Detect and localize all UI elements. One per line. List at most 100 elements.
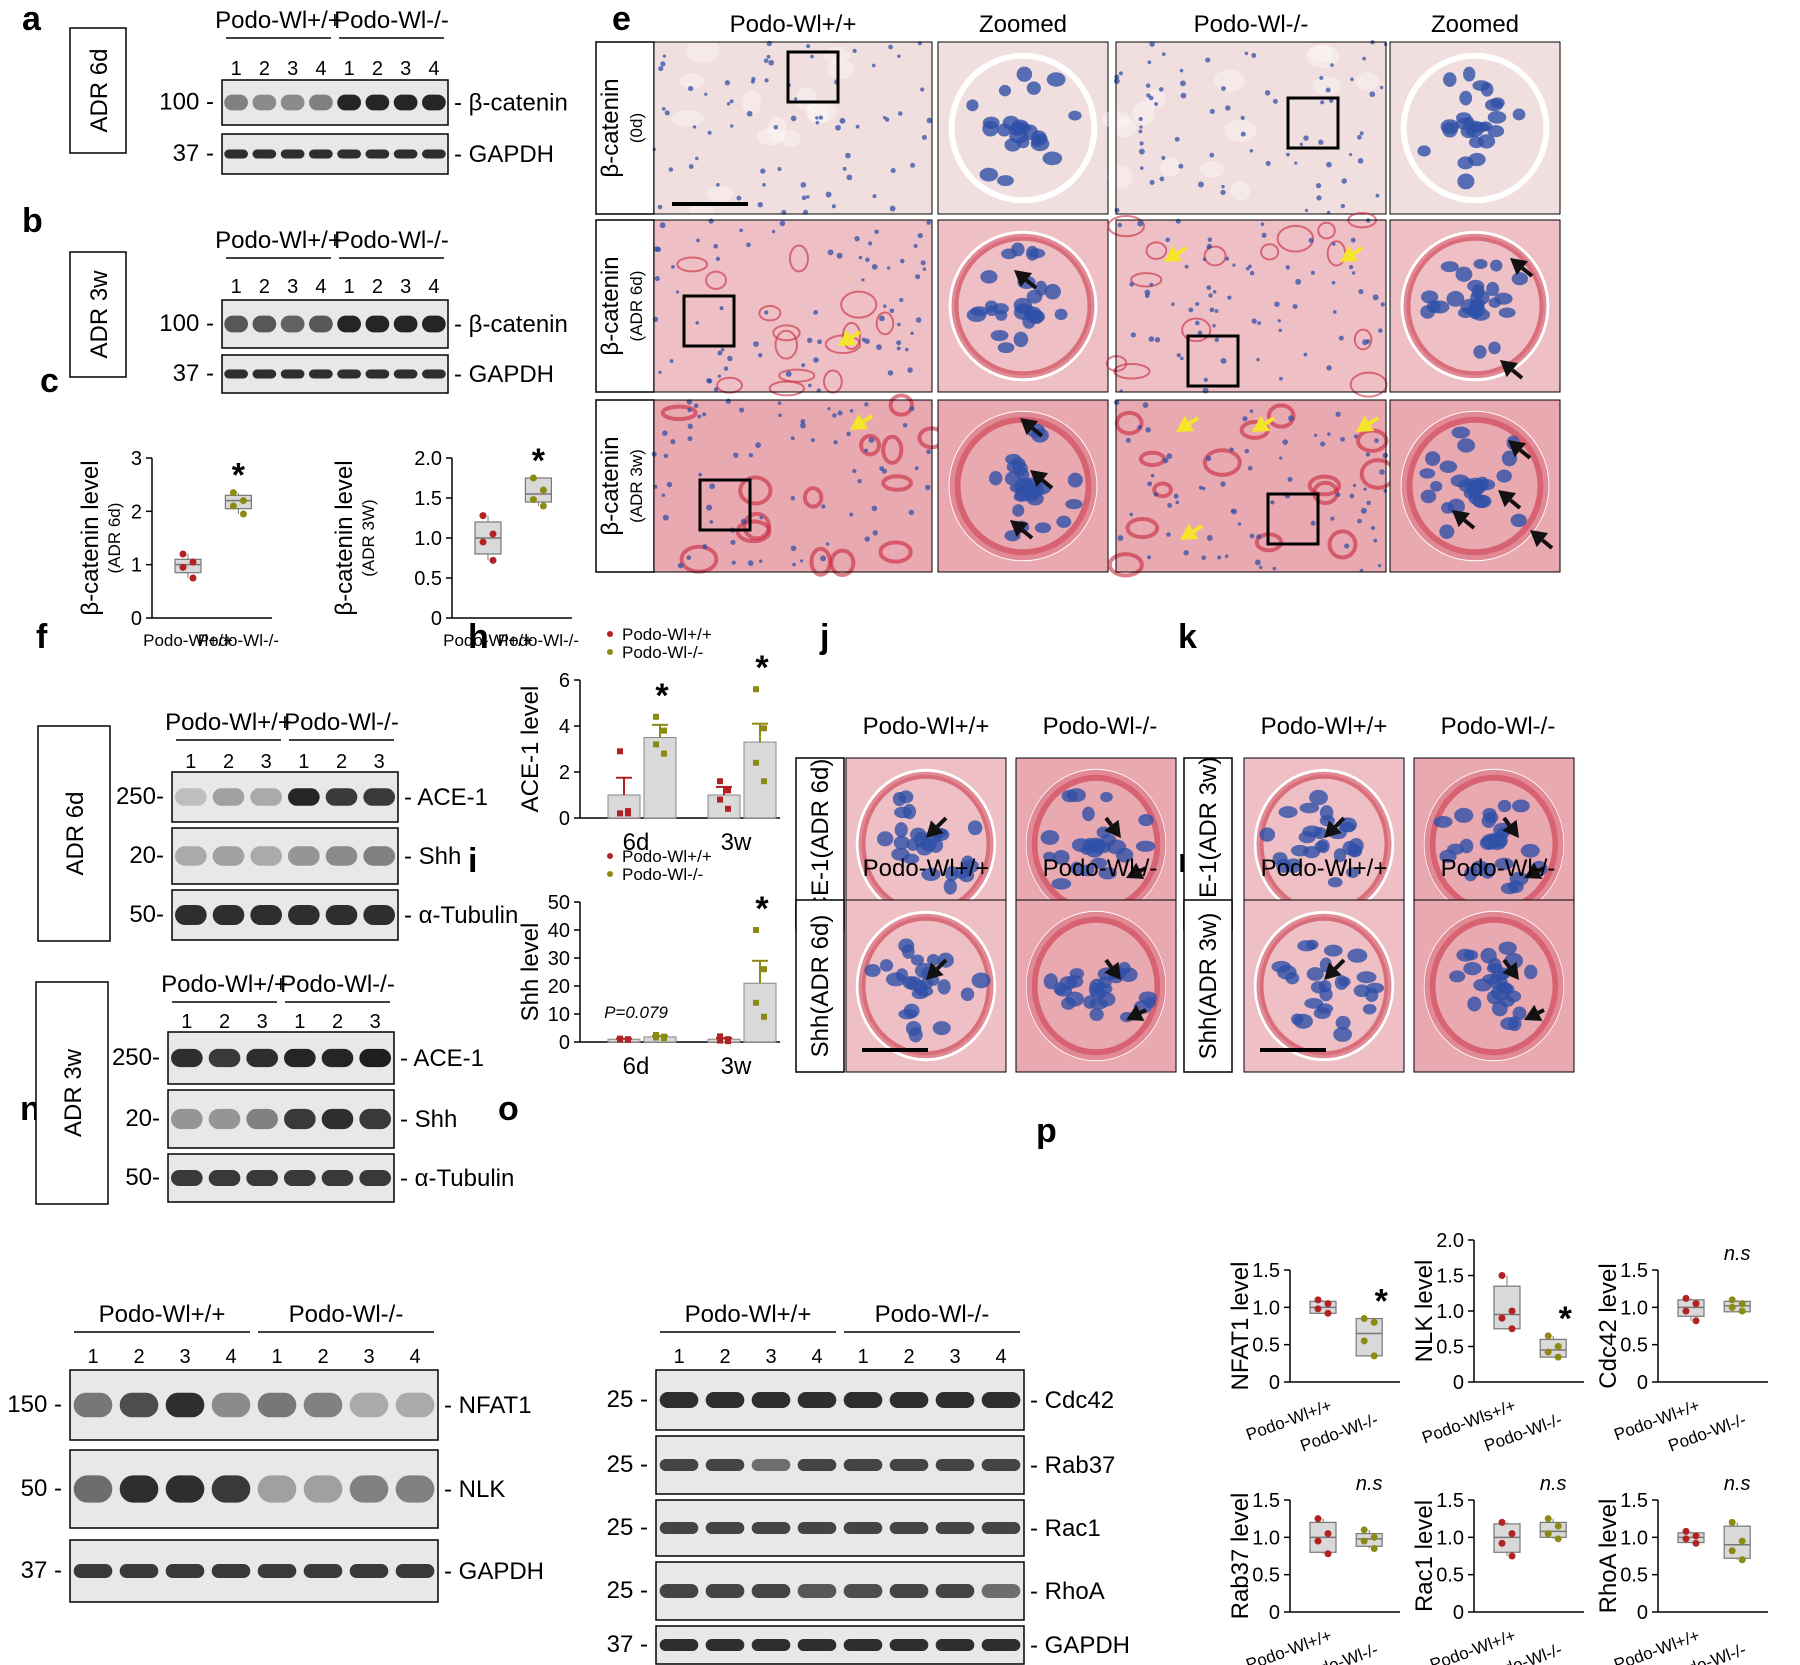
row-label-box	[1183, 899, 1233, 1073]
protein-band	[705, 1639, 745, 1651]
y-tick-label: 20	[548, 976, 570, 998]
y-tick-label: 2.0	[1436, 1230, 1464, 1252]
arrow-head	[1502, 819, 1519, 838]
protein-band	[422, 315, 446, 333]
nucleus	[815, 120, 820, 125]
nucleus	[1284, 858, 1303, 873]
protein-band	[395, 1475, 435, 1503]
column-header: Zoomed	[1431, 11, 1519, 38]
nucleus	[1302, 825, 1322, 838]
arrow-head	[1014, 270, 1033, 288]
nucleus	[1325, 87, 1331, 93]
y-axis-label: β-catenin level	[77, 460, 104, 615]
data-point	[1508, 1307, 1516, 1315]
nucleus	[1138, 129, 1143, 134]
nucleus	[1331, 280, 1336, 285]
zoom-inset-box	[1186, 334, 1240, 388]
bar	[607, 794, 641, 819]
nucleus	[1446, 290, 1465, 307]
arrow-shaft	[1333, 816, 1346, 829]
nucleus	[1270, 500, 1275, 505]
tubule	[778, 368, 816, 383]
nucleus	[1065, 991, 1085, 1007]
nucleus	[801, 195, 807, 201]
row-label-box	[795, 899, 845, 1073]
nucleus	[739, 228, 744, 233]
nucleus	[876, 344, 882, 351]
bar	[743, 741, 777, 819]
blot-group-ko: Podo-Wl-/-	[289, 1301, 404, 1328]
nucleus	[697, 414, 702, 419]
blot-strip	[167, 1153, 395, 1203]
significance-ns: n.s	[1540, 1473, 1567, 1495]
nucleus	[1506, 990, 1522, 1003]
nucleus	[1040, 830, 1060, 845]
tubule	[1266, 403, 1296, 429]
legend-marker	[607, 631, 613, 637]
nucleus	[1363, 487, 1367, 491]
nucleus	[753, 341, 759, 347]
protein-band	[224, 315, 248, 333]
y-tick-label: 2.0	[414, 448, 442, 470]
protein-band	[73, 1475, 113, 1503]
nucleus	[882, 304, 887, 308]
lane-number: 3	[949, 1346, 960, 1368]
protein-band	[349, 1392, 389, 1418]
protein-band	[284, 1170, 316, 1186]
nucleus	[1143, 997, 1157, 1009]
protein-band	[981, 1459, 1021, 1471]
nucleus	[719, 306, 724, 311]
nucleus	[1340, 203, 1346, 209]
nucleus	[1256, 534, 1262, 540]
mw-marker: 250-	[116, 783, 164, 810]
nucleus	[1510, 513, 1527, 528]
tubule	[767, 116, 787, 142]
nucleus	[1308, 237, 1314, 243]
lane-number: 3	[179, 1346, 190, 1368]
nucleus	[1044, 283, 1061, 300]
nucleus	[800, 419, 806, 424]
nucleus	[790, 115, 797, 122]
data-point	[489, 556, 497, 564]
nucleus	[1420, 305, 1435, 319]
nucleus	[668, 167, 674, 172]
column-header: Podo-Wl+/+	[863, 713, 990, 740]
nucleus	[1139, 166, 1144, 170]
arrow-shaft	[1264, 416, 1276, 426]
arrow-head	[1452, 510, 1471, 528]
nucleus	[1161, 52, 1166, 56]
nucleus	[909, 406, 915, 412]
band-label: - Rab37	[1030, 1452, 1115, 1479]
stain-ring	[1403, 233, 1547, 379]
protein-band	[246, 1048, 278, 1068]
tubule	[676, 256, 709, 273]
nucleus	[1065, 499, 1083, 510]
tile-border	[1115, 41, 1387, 215]
nucleus	[1320, 441, 1326, 447]
y-tick-label: 0	[1453, 1372, 1464, 1394]
data-point	[653, 741, 659, 748]
protein-band	[212, 905, 245, 925]
blot-group-wt: Podo-Wl+/+	[165, 709, 292, 736]
y-tick-label: 2	[131, 501, 142, 523]
data-point	[539, 502, 547, 510]
y-tick-label: 0	[431, 608, 442, 630]
lane-number: 3	[363, 1346, 374, 1368]
nucleus	[960, 987, 975, 1002]
x-category-label: 6d	[623, 1053, 650, 1080]
tile-border	[1243, 899, 1405, 1073]
blot-strip	[167, 1031, 395, 1085]
protein-band	[303, 1392, 343, 1418]
nucleus	[882, 116, 887, 120]
nucleus	[1383, 489, 1388, 493]
nucleus	[1303, 352, 1308, 357]
panel-letter-e: e	[612, 0, 631, 38]
nucleus	[1500, 882, 1519, 895]
tubule	[1313, 76, 1341, 96]
nucleus	[867, 241, 873, 246]
protein-band	[889, 1522, 929, 1534]
nucleus	[806, 44, 811, 49]
nucleus	[1417, 145, 1431, 157]
nucleus	[692, 125, 697, 129]
nucleus	[757, 201, 764, 208]
